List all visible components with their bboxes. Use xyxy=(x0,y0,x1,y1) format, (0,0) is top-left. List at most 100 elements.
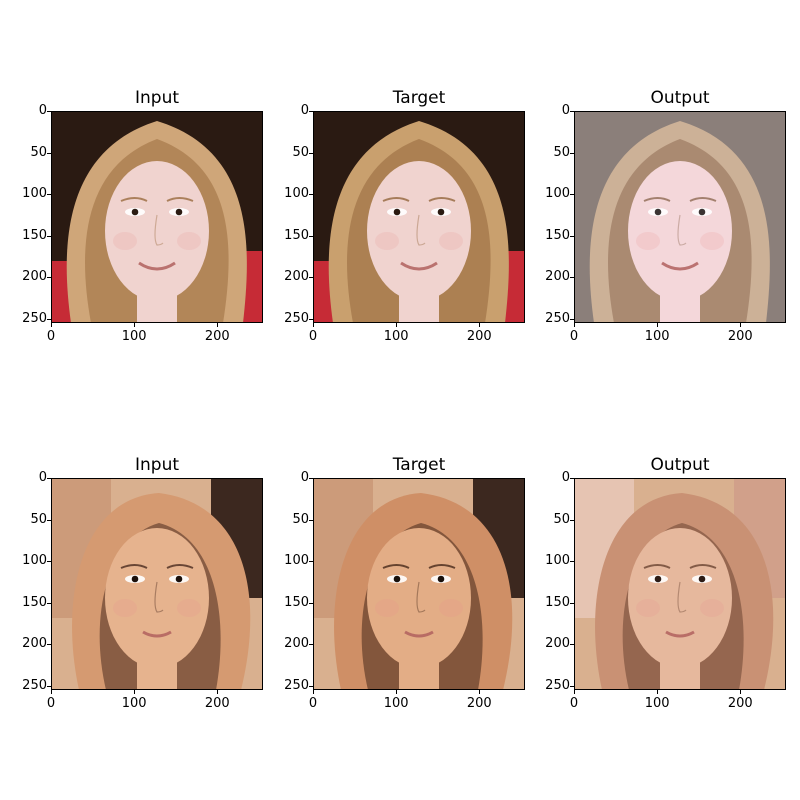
x-tick-mark xyxy=(740,323,742,327)
axes-frame xyxy=(313,478,525,690)
y-tick-mark xyxy=(47,194,51,196)
y-tick-mark xyxy=(570,235,574,237)
y-tick-label: 250 xyxy=(22,677,47,693)
axes-frame xyxy=(574,111,786,323)
y-tick-label: 250 xyxy=(22,310,47,326)
axes-frame xyxy=(313,111,525,323)
image-panel xyxy=(574,111,786,323)
y-tick-label: 150 xyxy=(545,227,570,243)
y-tick-label: 200 xyxy=(545,636,570,652)
y-tick-label: 50 xyxy=(553,511,570,527)
y-tick-label: 250 xyxy=(545,677,570,693)
axes-frame xyxy=(574,478,786,690)
y-tick-mark xyxy=(309,152,313,154)
y-tick-mark xyxy=(47,685,51,687)
y-tick-mark xyxy=(309,561,313,563)
y-tick-label: 100 xyxy=(22,553,47,569)
x-tick-label: 0 xyxy=(46,329,56,344)
y-tick-label: 200 xyxy=(284,269,309,285)
y-tick-mark xyxy=(47,111,51,112)
axes-frame xyxy=(51,111,263,323)
y-tick-label: 250 xyxy=(284,677,309,693)
x-tick-label: 100 xyxy=(383,329,409,344)
x-tick-label: 0 xyxy=(308,696,318,711)
y-tick-mark xyxy=(309,602,313,604)
x-tick-mark xyxy=(657,323,659,327)
y-tick-mark xyxy=(570,602,574,604)
y-tick-label: 100 xyxy=(284,186,309,202)
y-tick-label: 50 xyxy=(30,144,47,160)
y-tick-mark xyxy=(570,644,574,646)
x-tick-mark xyxy=(479,323,481,327)
y-tick-mark xyxy=(309,235,313,237)
x-tick-label: 100 xyxy=(121,696,147,711)
x-tick-label: 100 xyxy=(121,329,147,344)
y-tick-label: 200 xyxy=(545,269,570,285)
x-tick-label: 200 xyxy=(727,696,753,711)
panel-title-target: Target xyxy=(392,88,446,108)
y-tick-mark xyxy=(309,277,313,279)
y-tick-mark xyxy=(570,685,574,687)
x-tick-mark xyxy=(313,323,314,327)
x-tick-label: 0 xyxy=(46,696,56,711)
y-tick-mark xyxy=(47,519,51,521)
x-tick-mark xyxy=(313,690,314,694)
y-tick-label: 0 xyxy=(300,103,309,118)
x-tick-mark xyxy=(134,690,136,694)
y-tick-mark xyxy=(309,111,313,112)
y-tick-mark xyxy=(570,519,574,521)
y-tick-mark xyxy=(309,318,313,320)
portrait-image xyxy=(574,478,786,690)
portrait-image xyxy=(313,111,525,323)
x-tick-label: 200 xyxy=(727,329,753,344)
y-tick-mark xyxy=(309,519,313,521)
y-tick-label: 150 xyxy=(284,227,309,243)
x-tick-label: 100 xyxy=(383,696,409,711)
x-tick-mark xyxy=(740,690,742,694)
panel-title-output: Output xyxy=(650,88,710,108)
y-tick-mark xyxy=(309,194,313,196)
y-tick-label: 0 xyxy=(561,470,570,485)
y-tick-mark xyxy=(570,111,574,112)
y-tick-mark xyxy=(570,194,574,196)
x-tick-mark xyxy=(574,323,575,327)
portrait-image xyxy=(51,478,263,690)
y-tick-mark xyxy=(570,478,574,479)
x-tick-mark xyxy=(396,690,398,694)
x-tick-mark xyxy=(574,690,575,694)
image-panel xyxy=(313,111,525,323)
y-tick-label: 0 xyxy=(561,103,570,118)
portrait-image xyxy=(574,111,786,323)
y-tick-label: 200 xyxy=(22,269,47,285)
portrait-image xyxy=(51,111,263,323)
panel-title-output: Output xyxy=(650,455,710,475)
y-tick-mark xyxy=(570,561,574,563)
x-tick-mark xyxy=(51,690,52,694)
y-tick-label: 100 xyxy=(22,186,47,202)
y-tick-mark xyxy=(47,235,51,237)
x-tick-label: 200 xyxy=(204,329,230,344)
y-tick-label: 250 xyxy=(545,310,570,326)
x-tick-mark xyxy=(479,690,481,694)
y-tick-mark xyxy=(309,685,313,687)
image-panel xyxy=(51,111,263,323)
x-tick-label: 200 xyxy=(466,329,492,344)
y-tick-mark xyxy=(47,478,51,479)
y-tick-label: 50 xyxy=(30,511,47,527)
x-tick-mark xyxy=(657,690,659,694)
y-tick-mark xyxy=(570,318,574,320)
y-tick-label: 0 xyxy=(38,470,47,485)
x-tick-label: 0 xyxy=(308,329,318,344)
y-tick-label: 250 xyxy=(284,310,309,326)
y-tick-label: 200 xyxy=(284,636,309,652)
y-tick-mark xyxy=(309,644,313,646)
x-tick-mark xyxy=(217,323,219,327)
x-tick-label: 200 xyxy=(466,696,492,711)
x-tick-label: 0 xyxy=(569,329,579,344)
y-tick-label: 100 xyxy=(284,553,309,569)
y-tick-label: 100 xyxy=(545,553,570,569)
y-tick-mark xyxy=(47,602,51,604)
y-tick-mark xyxy=(47,644,51,646)
y-tick-label: 0 xyxy=(38,103,47,118)
y-tick-mark xyxy=(47,561,51,563)
